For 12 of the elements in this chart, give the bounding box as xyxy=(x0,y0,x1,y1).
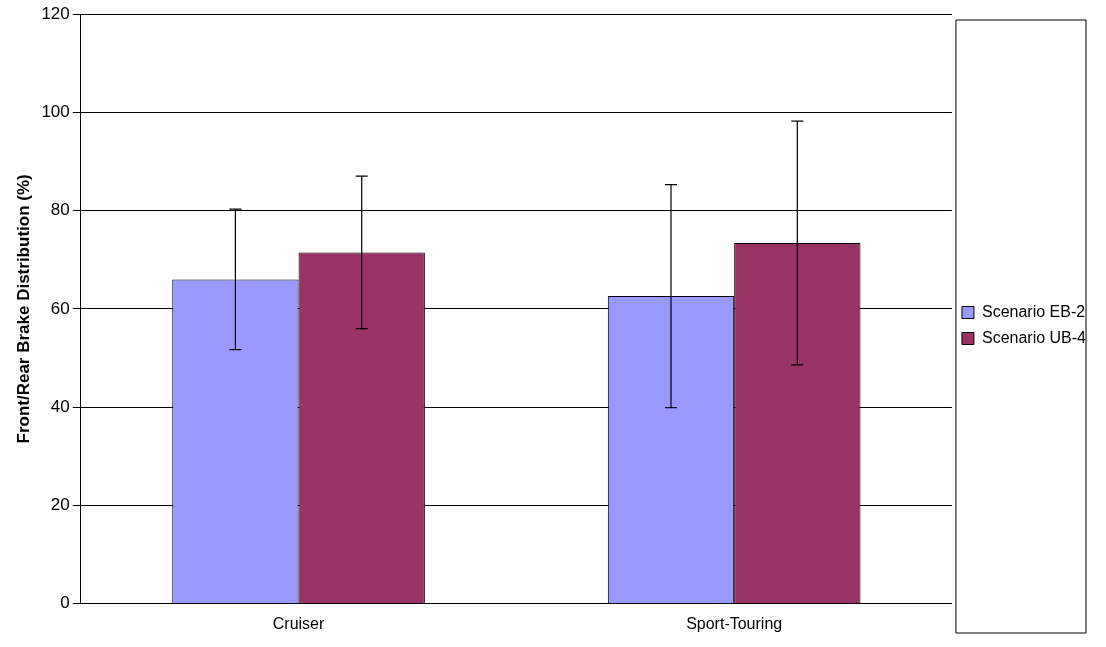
y-tick-label: 40 xyxy=(50,396,70,416)
x-tick-label: Cruiser xyxy=(272,614,326,632)
y-tick-label: 60 xyxy=(50,298,70,318)
y-axis-title: Front/Rear Brake Distribution (%) xyxy=(13,174,33,444)
y-tick-label: 80 xyxy=(50,200,70,220)
y-tick-label: 20 xyxy=(50,495,70,515)
y-tick-label: 100 xyxy=(41,101,70,121)
y-tick-label: 0 xyxy=(60,593,70,613)
legend-label: Scenario EB-2 xyxy=(981,302,1086,320)
legend-label: Scenario UB-4 xyxy=(981,328,1087,346)
y-tick-label: 120 xyxy=(41,3,70,23)
x-tick-label: Sport-Touring xyxy=(686,614,783,632)
